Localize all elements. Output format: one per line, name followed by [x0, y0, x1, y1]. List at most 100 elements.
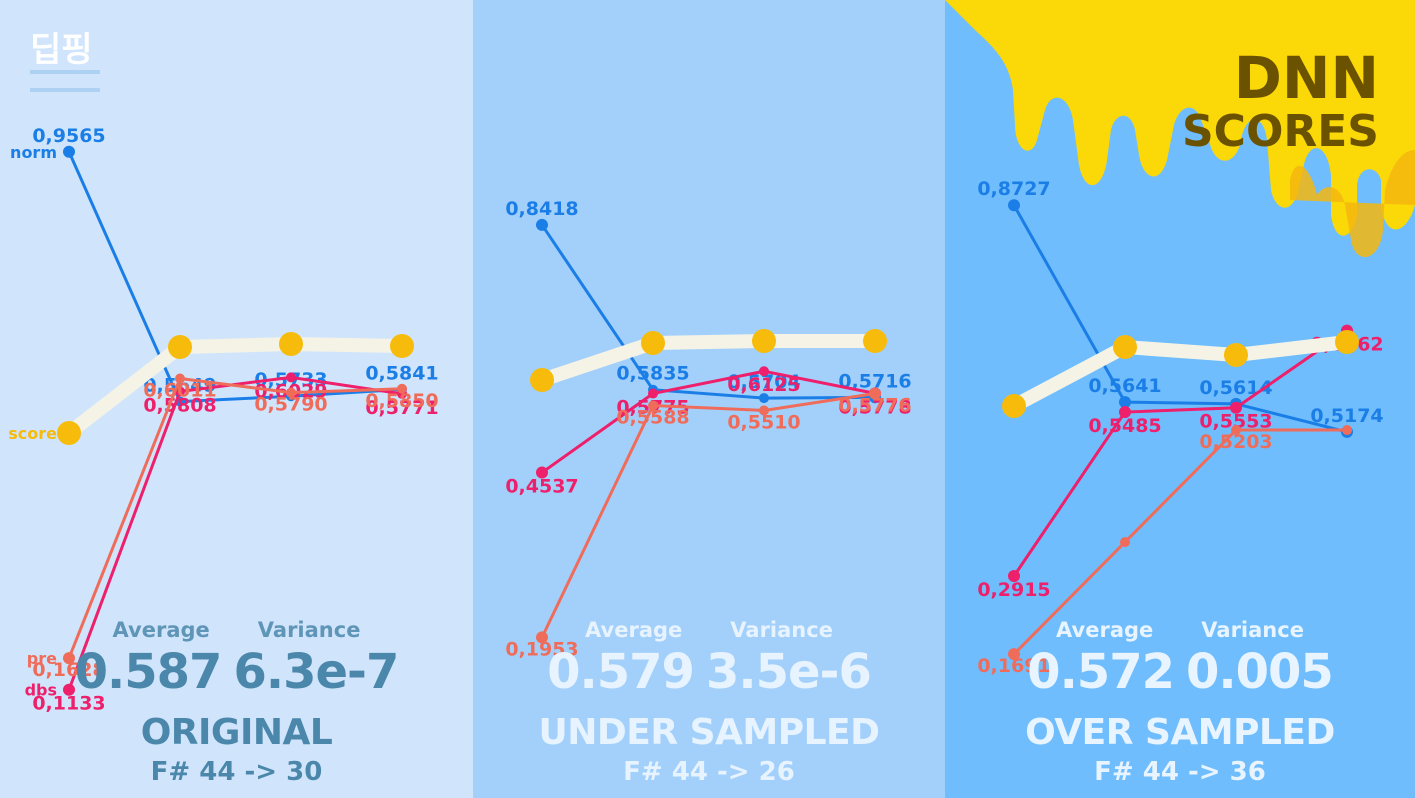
panel-subtitle: F# 44 -> 30 [150, 757, 323, 787]
series-score-line [1007, 335, 1354, 413]
dnn-scores-header: DNN SCORES [1182, 48, 1379, 156]
pre-point [286, 387, 296, 398]
norm-data-label: 0,8727 [977, 178, 1050, 200]
dbs-point [1008, 570, 1020, 583]
logo-text: 딥핑 [30, 30, 93, 70]
variance-label: Variance [730, 618, 833, 642]
panel-subtitle: F# 44 -> 36 [1094, 757, 1266, 787]
variance-label: Variance [257, 618, 361, 642]
score-point [279, 332, 303, 356]
panel-original: 딥핑 0,95650,56490,57330,5841norm0,11330,5… [0, 0, 473, 798]
pre-point [1342, 425, 1352, 436]
pre-data-label: 0,6011 [143, 379, 216, 401]
score-point [57, 421, 81, 445]
dbs-data-label: 0,4537 [505, 476, 578, 498]
logo-underline-icon [30, 70, 100, 92]
pre-data-label: 0,5850 [365, 390, 438, 412]
series-score-line [62, 337, 409, 440]
legend-dbs: dbs [25, 681, 57, 700]
norm-data-label: 0,5841 [365, 362, 438, 384]
average-value: 0.572 [1027, 644, 1175, 700]
chart-over-sampled: 0,8727 0,5641 0,5614 0,5174 0,2915 0,5485 0,55… [977, 178, 1383, 677]
dbs-data-label: 0,5553 [1199, 411, 1272, 433]
average-value: 0.579 [547, 644, 695, 700]
dbs-point [759, 366, 769, 377]
score-point [752, 329, 776, 353]
pre-point [397, 383, 407, 394]
score-point [641, 331, 665, 355]
pre-data-label: 0,5588 [616, 406, 689, 428]
stats-under-sampled: Average Variance 0.579 3.5e-6 [473, 618, 945, 700]
score-point [168, 335, 192, 359]
dbs-point [1119, 406, 1131, 419]
pre-point [175, 373, 185, 384]
logo: 딥핑 [30, 32, 100, 92]
pre-data-label: 0,1628 [32, 659, 105, 681]
dbs-point [175, 386, 185, 397]
dbs-data-label: 0,5771 [365, 397, 438, 419]
score-point [863, 329, 887, 353]
pre-point [1008, 648, 1020, 661]
norm-data-label: 0,5704 [727, 371, 800, 393]
series-norm-line [540, 224, 876, 400]
pre-data-label: 0,5203 [1199, 431, 1272, 453]
dbs-point [648, 388, 658, 399]
score-point [390, 334, 414, 358]
pre-point [1231, 425, 1241, 436]
dbs-data-label: 0,5485 [1088, 415, 1161, 437]
series-dbs-line [541, 369, 876, 474]
pre-data-label: 0,1953 [505, 638, 578, 660]
panel-title: ORIGINAL [140, 712, 333, 753]
series-pre-line [67, 376, 403, 659]
score-point [1335, 330, 1359, 354]
series-norm-line [1012, 204, 1348, 434]
score-point [1113, 335, 1137, 359]
variance-value: 0.005 [1186, 644, 1334, 700]
pre-point [869, 387, 881, 400]
header-line1: DNN [1233, 44, 1379, 112]
pre-point [63, 652, 75, 665]
variance-value: 6.3e-7 [233, 644, 399, 700]
dbs-data-label: 0,5778 [838, 396, 911, 418]
pre-point [648, 400, 658, 411]
honey-drip-icon [945, 0, 1415, 258]
chart-original: 0,95650,56490,57330,5841norm0,11330,5808… [8, 125, 438, 715]
stats-over-sampled: Average Variance 0.572 0.005 [945, 618, 1415, 700]
panel-over-sampled: DNN SCORES 0,8727 0,5641 0,5614 0,5174 0,291… [945, 0, 1415, 798]
norm-point [1119, 396, 1131, 409]
average-value: 0.587 [74, 644, 223, 700]
norm-point [759, 393, 769, 404]
variance-label: Variance [1201, 618, 1304, 642]
norm-data-label: 0,9565 [32, 125, 105, 147]
series-pre-line [1012, 428, 1347, 656]
legend-norm: norm [10, 143, 57, 162]
score-point [1002, 394, 1026, 418]
series-pre-line [540, 392, 876, 639]
norm-data-label: 0,5835 [616, 363, 689, 385]
average-label: Average [1056, 618, 1154, 642]
pre-data-label: 0,5790 [254, 394, 327, 416]
norm-data-label: 0,5174 [1310, 405, 1383, 427]
series-dbs-line [1012, 329, 1348, 577]
average-label: Average [585, 618, 683, 642]
legend-pre: pre [27, 649, 57, 668]
dbs-point [536, 466, 548, 479]
panel-title: OVER SAMPLED [1025, 712, 1335, 753]
stats-original: Average Variance 0.587 6.3e-7 [0, 618, 473, 700]
score-point [530, 368, 554, 392]
norm-point [63, 145, 75, 158]
panel-subtitle: F# 44 -> 26 [623, 757, 795, 787]
series-score-line [535, 334, 882, 387]
average-label: Average [112, 618, 210, 642]
norm-data-label: 0,5716 [838, 370, 911, 392]
chart-under-sampled: 0,84180,58350,57040,57160,45370,57750,61… [505, 198, 911, 660]
norm-data-label: 0,5614 [1199, 377, 1272, 399]
pre-point [536, 631, 548, 644]
dbs-data-label: 0,2915 [977, 579, 1050, 601]
pre-data-label: 0,5510 [727, 411, 800, 433]
norm-point [536, 218, 548, 231]
score-point [1224, 343, 1248, 367]
header-line2: SCORES [1181, 106, 1379, 157]
pre-point [759, 405, 769, 416]
dbs-point [63, 683, 75, 696]
